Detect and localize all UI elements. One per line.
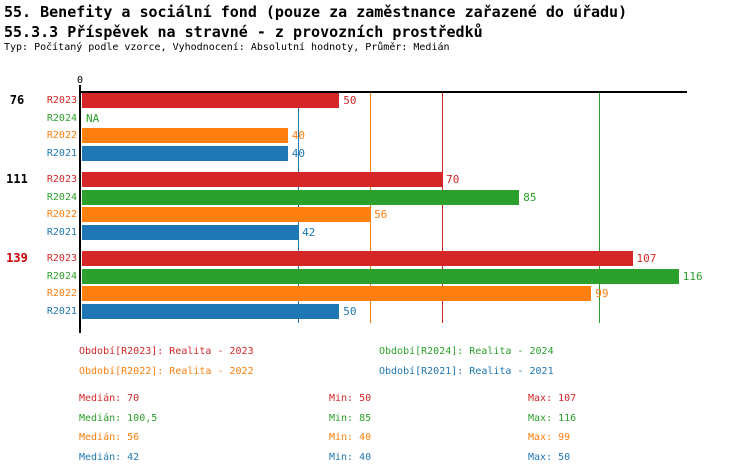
series-row-label: R2021 bbox=[46, 148, 77, 159]
series-row-label: R2023 bbox=[46, 174, 77, 185]
series-row-label: R2022 bbox=[46, 209, 77, 220]
median-line-r2024 bbox=[598, 93, 600, 323]
bar-r2022 bbox=[82, 128, 288, 143]
stat-min-r2022: Min: 40 bbox=[329, 432, 372, 443]
group-label: 139 bbox=[6, 251, 28, 265]
series-row-label: R2022 bbox=[46, 130, 77, 141]
bar-value-label: 50 bbox=[343, 305, 357, 318]
report-meta: Typ: Počítaný podle vzorce, Vyhodnocení:… bbox=[4, 42, 450, 53]
bar-r2023 bbox=[82, 251, 633, 266]
bar-value-label: 56 bbox=[374, 208, 388, 221]
bar-value-label: 85 bbox=[523, 191, 537, 204]
series-row-label: R2021 bbox=[46, 227, 77, 238]
group-label: 76 bbox=[9, 93, 25, 107]
bar-r2022 bbox=[82, 286, 592, 301]
stat-max-r2021: Max: 50 bbox=[528, 451, 571, 463]
series-row-label: R2023 bbox=[46, 95, 77, 106]
stat-min-r2023: Min: 50 bbox=[329, 393, 372, 404]
legend-item-r2024: Období[R2024]: Realita - 2024 bbox=[379, 346, 554, 357]
bar-value-label: 116 bbox=[682, 270, 703, 283]
bar-value-label: 99 bbox=[595, 287, 609, 300]
legend-item-r2021: Období[R2021]: Realita - 2021 bbox=[379, 366, 554, 377]
x-axis-zero-tick-label: 0 bbox=[76, 75, 84, 86]
bar-r2021 bbox=[82, 304, 340, 319]
legend-item-r2023: Období[R2023]: Realita - 2023 bbox=[79, 346, 254, 357]
bar-r2024 bbox=[82, 269, 679, 284]
bar-value-label: 42 bbox=[302, 226, 316, 239]
bar-value-label: 70 bbox=[446, 173, 460, 186]
stat-median-r2022: Medián: 56 bbox=[79, 432, 140, 443]
bar-value-label: 107 bbox=[636, 252, 657, 265]
y-axis-line bbox=[79, 85, 81, 333]
group-label: 111 bbox=[6, 172, 28, 186]
series-row-label: R2022 bbox=[46, 288, 77, 299]
bar-value-label: 50 bbox=[343, 94, 357, 107]
series-row-label: R2024 bbox=[46, 113, 77, 124]
median-line-r2022 bbox=[369, 93, 371, 323]
stat-min-r2024: Min: 85 bbox=[329, 412, 372, 424]
stat-max-r2024: Max: 116 bbox=[528, 412, 577, 424]
series-row-label: R2024 bbox=[46, 192, 77, 203]
bar-value-label: 40 bbox=[291, 129, 306, 142]
bar-value-label: NA bbox=[86, 112, 100, 125]
stat-max-r2023: Max: 107 bbox=[528, 393, 577, 404]
series-row-label: R2024 bbox=[46, 271, 77, 282]
stat-max-r2022: Max: 99 bbox=[528, 432, 571, 443]
bar-r2021 bbox=[82, 225, 299, 240]
stat-median-r2024: Medián: 100,5 bbox=[79, 412, 158, 424]
bar-r2024 bbox=[82, 190, 520, 205]
median-line-r2023 bbox=[441, 93, 443, 323]
bar-r2022 bbox=[82, 207, 371, 222]
series-row-label: R2023 bbox=[46, 253, 77, 264]
stat-median-r2023: Medián: 70 bbox=[79, 393, 140, 404]
bar-value-label: 40 bbox=[291, 147, 306, 160]
stat-min-r2021: Min: 40 bbox=[329, 451, 372, 463]
bar-r2023 bbox=[82, 172, 443, 187]
bar-r2023 bbox=[82, 93, 340, 108]
x-axis-line bbox=[80, 91, 687, 93]
report-title: 55. Benefity a sociální fond (pouze za z… bbox=[4, 3, 628, 21]
stat-median-r2021: Medián: 42 bbox=[79, 451, 140, 463]
series-row-label: R2021 bbox=[46, 306, 77, 317]
report-subtitle: 55.3.3 Příspěvek na stravné - z provozní… bbox=[4, 23, 483, 41]
bar-r2021 bbox=[82, 146, 288, 161]
legend-item-r2022: Období[R2022]: Realita - 2022 bbox=[79, 366, 254, 377]
